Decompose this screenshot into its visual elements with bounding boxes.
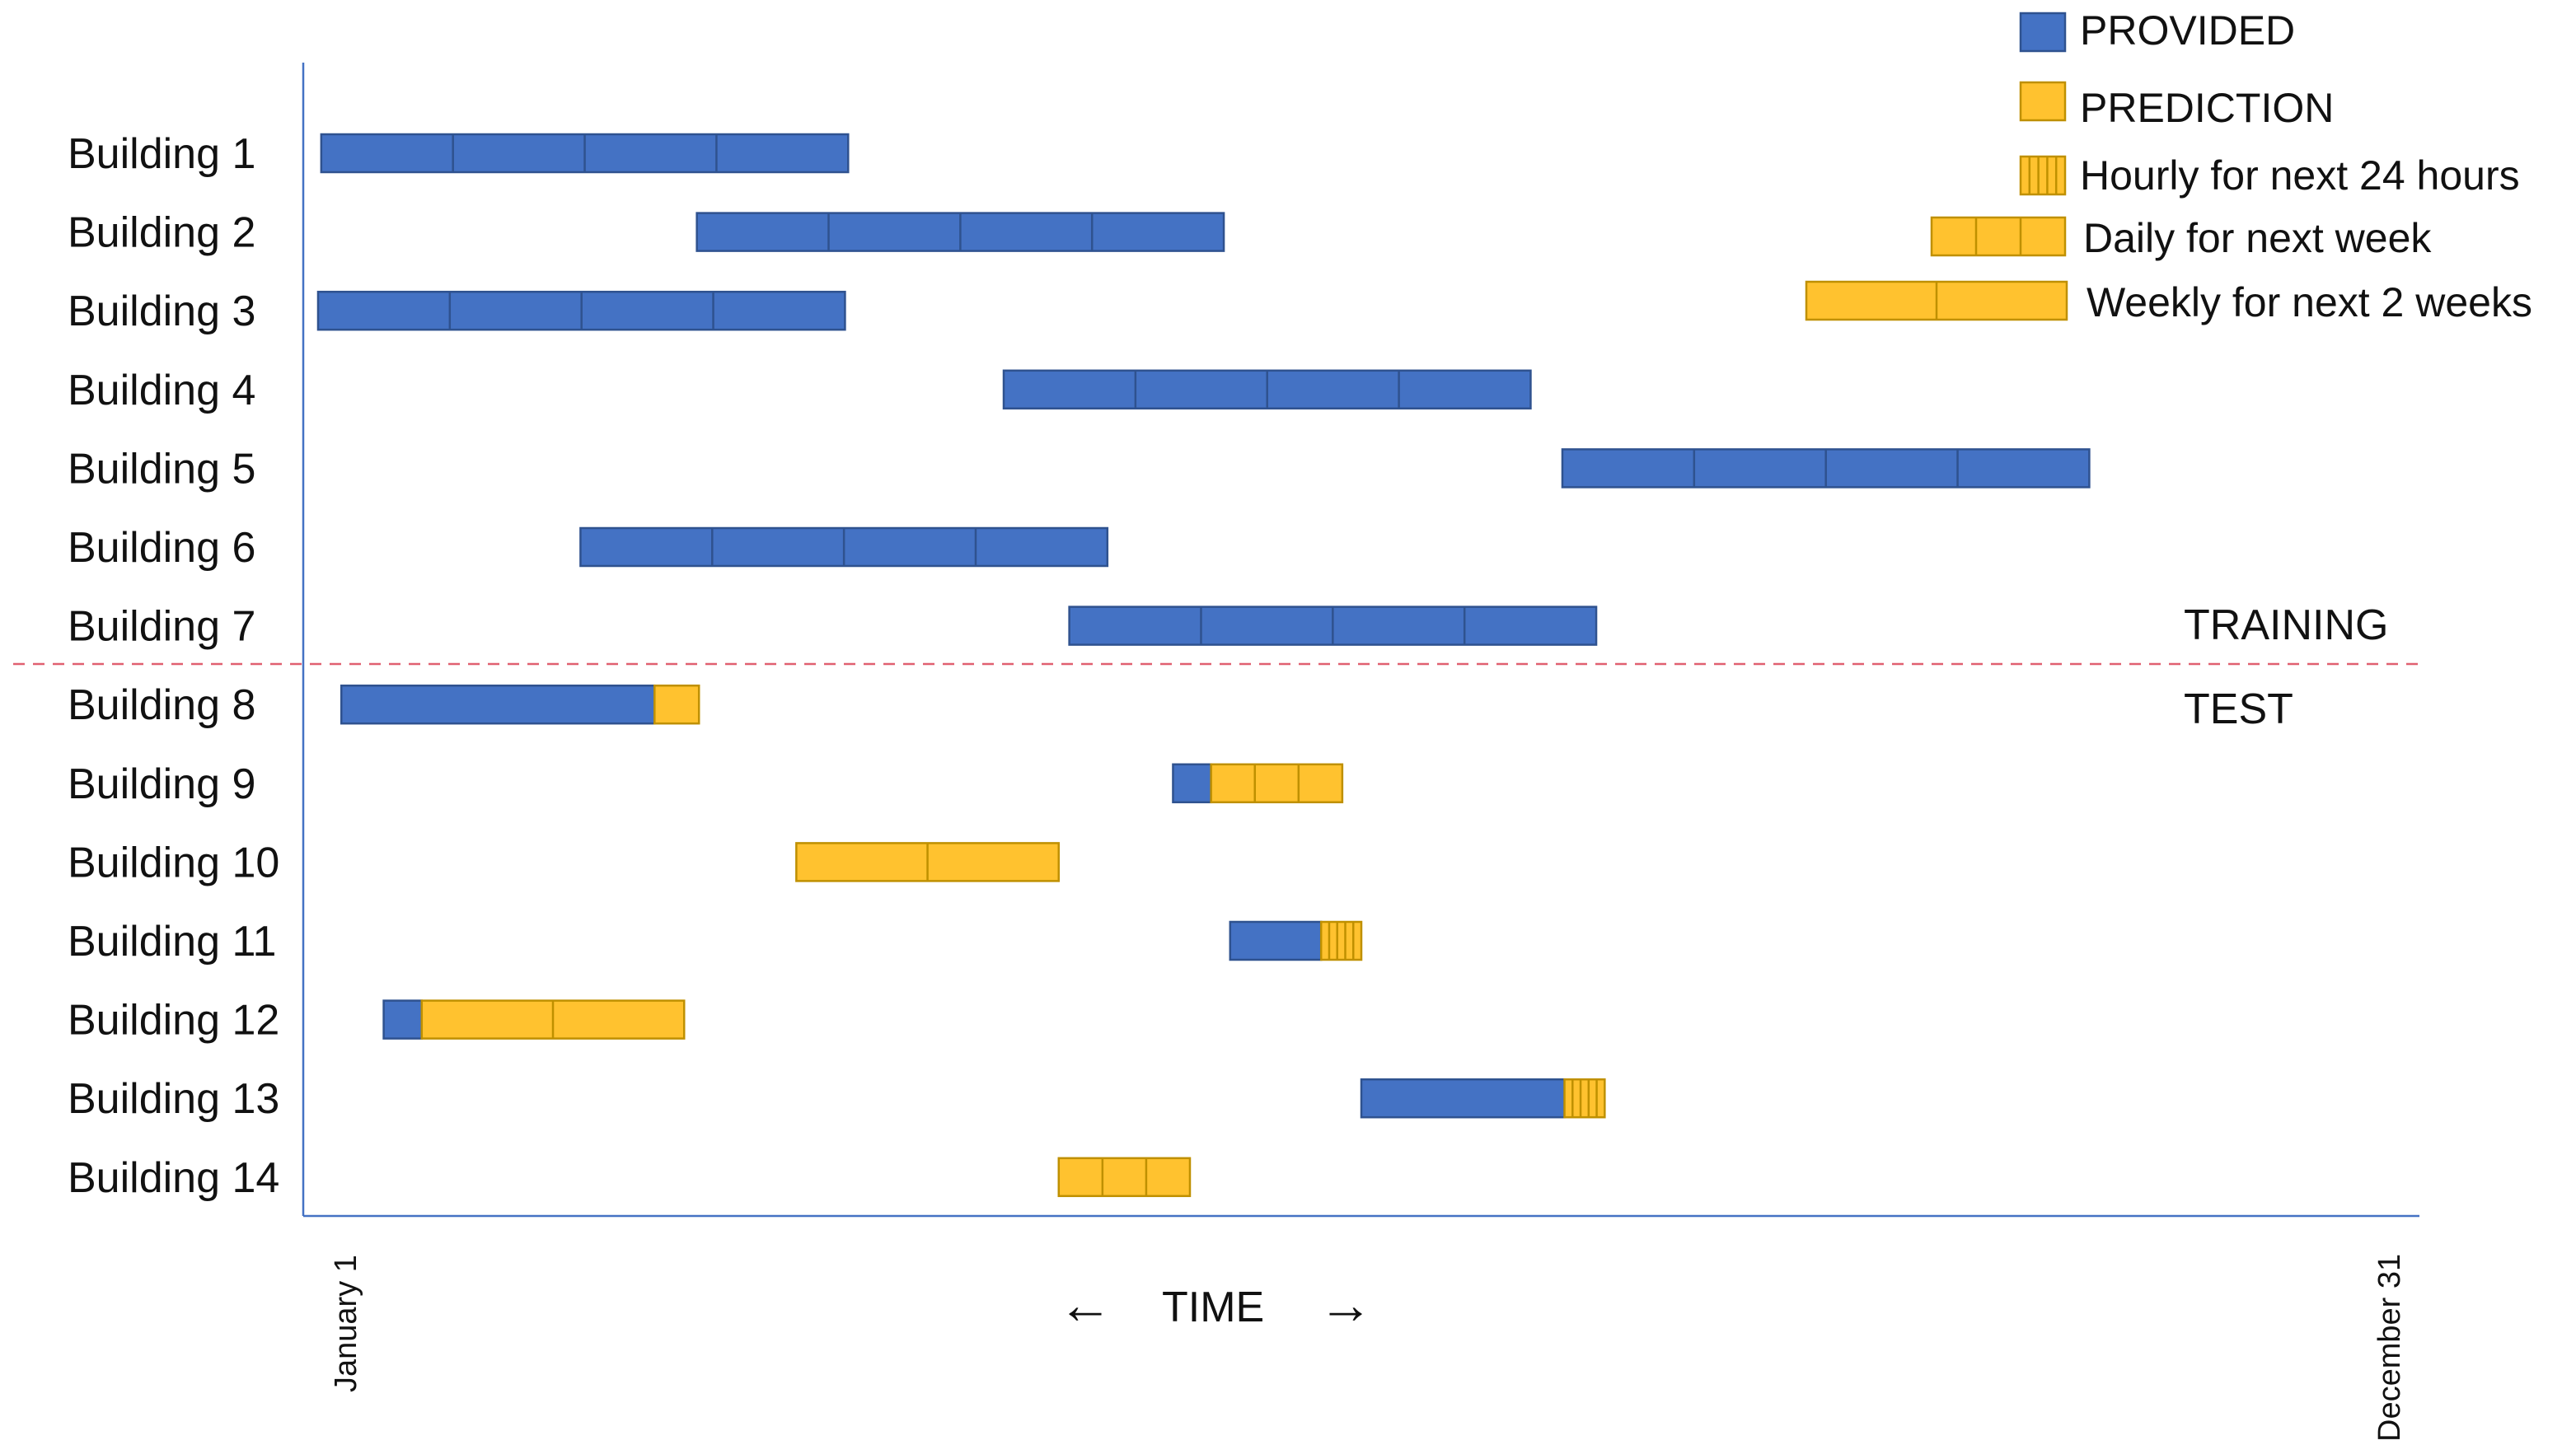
row-label: Building 3: [68, 288, 255, 335]
time-axis-label: TIME: [1162, 1284, 1264, 1331]
legend-provided-label: PROVIDED: [2080, 7, 2295, 54]
row-label: Building 4: [68, 367, 255, 414]
test-label: TEST: [2184, 685, 2293, 733]
row-labels: Building 1 Building 2 Building 3 Building 4…: [68, 130, 279, 1202]
bar-segment-daily: [1210, 763, 1344, 804]
training-label: TRAINING: [2184, 601, 2388, 649]
legend-hourly-swatch: [2019, 155, 2067, 196]
axis-start-label: January 1: [329, 1255, 363, 1392]
row-label: Building 9: [68, 760, 255, 808]
row-label: Building 12: [68, 997, 279, 1045]
legend-daily-swatch: [1930, 216, 2067, 257]
legend: PROVIDED PREDICTION Hourly for next 24 h…: [1805, 7, 2532, 325]
legend-provided-swatch: [2019, 12, 2067, 53]
bar-segment-hourly: [1563, 1078, 1606, 1119]
legend-hourly-box: [2019, 155, 2067, 196]
legend-weekly-label: Weekly for next 2 weeks: [2087, 279, 2532, 325]
bar-segment-provided: [1229, 920, 1323, 961]
legend-daily-box: [1930, 216, 2067, 257]
row-label: Building 6: [68, 524, 255, 572]
bar-segment-hourly: [1319, 920, 1363, 961]
bar-segment-provided: [340, 684, 656, 725]
row-label: Building 13: [68, 1075, 279, 1123]
bar-segment-provided: [1360, 1078, 1566, 1119]
legend-daily-label: Daily for next week: [2083, 215, 2432, 261]
axis-end-label: December 31: [2372, 1254, 2407, 1442]
bar-segment-daily: [653, 684, 700, 725]
legend-prediction-swatch: [2019, 81, 2067, 122]
legend-prediction-label: PREDICTION: [2080, 85, 2334, 131]
row-label: Building 1: [68, 130, 255, 178]
row-label: Building 10: [68, 839, 279, 886]
row-label: Building 2: [68, 209, 255, 257]
time-left-arrow: ←: [1058, 1274, 1112, 1335]
bar-segment-provided: [382, 999, 424, 1040]
row-label: Building 7: [68, 603, 255, 651]
time-right-arrow: →: [1318, 1274, 1373, 1335]
bar-segment-daily: [1057, 1157, 1192, 1198]
row-label: Building 8: [68, 681, 255, 729]
legend-hourly-label: Hourly for next 24 hours: [2080, 152, 2520, 199]
row-label: Building 14: [68, 1154, 279, 1202]
bars: [316, 133, 2091, 1198]
legend-weekly-swatch: [1805, 280, 2068, 321]
row-label: Building 11: [68, 918, 276, 966]
bar-segment-provided: [1172, 763, 1212, 804]
row-label: Building 5: [68, 445, 255, 493]
